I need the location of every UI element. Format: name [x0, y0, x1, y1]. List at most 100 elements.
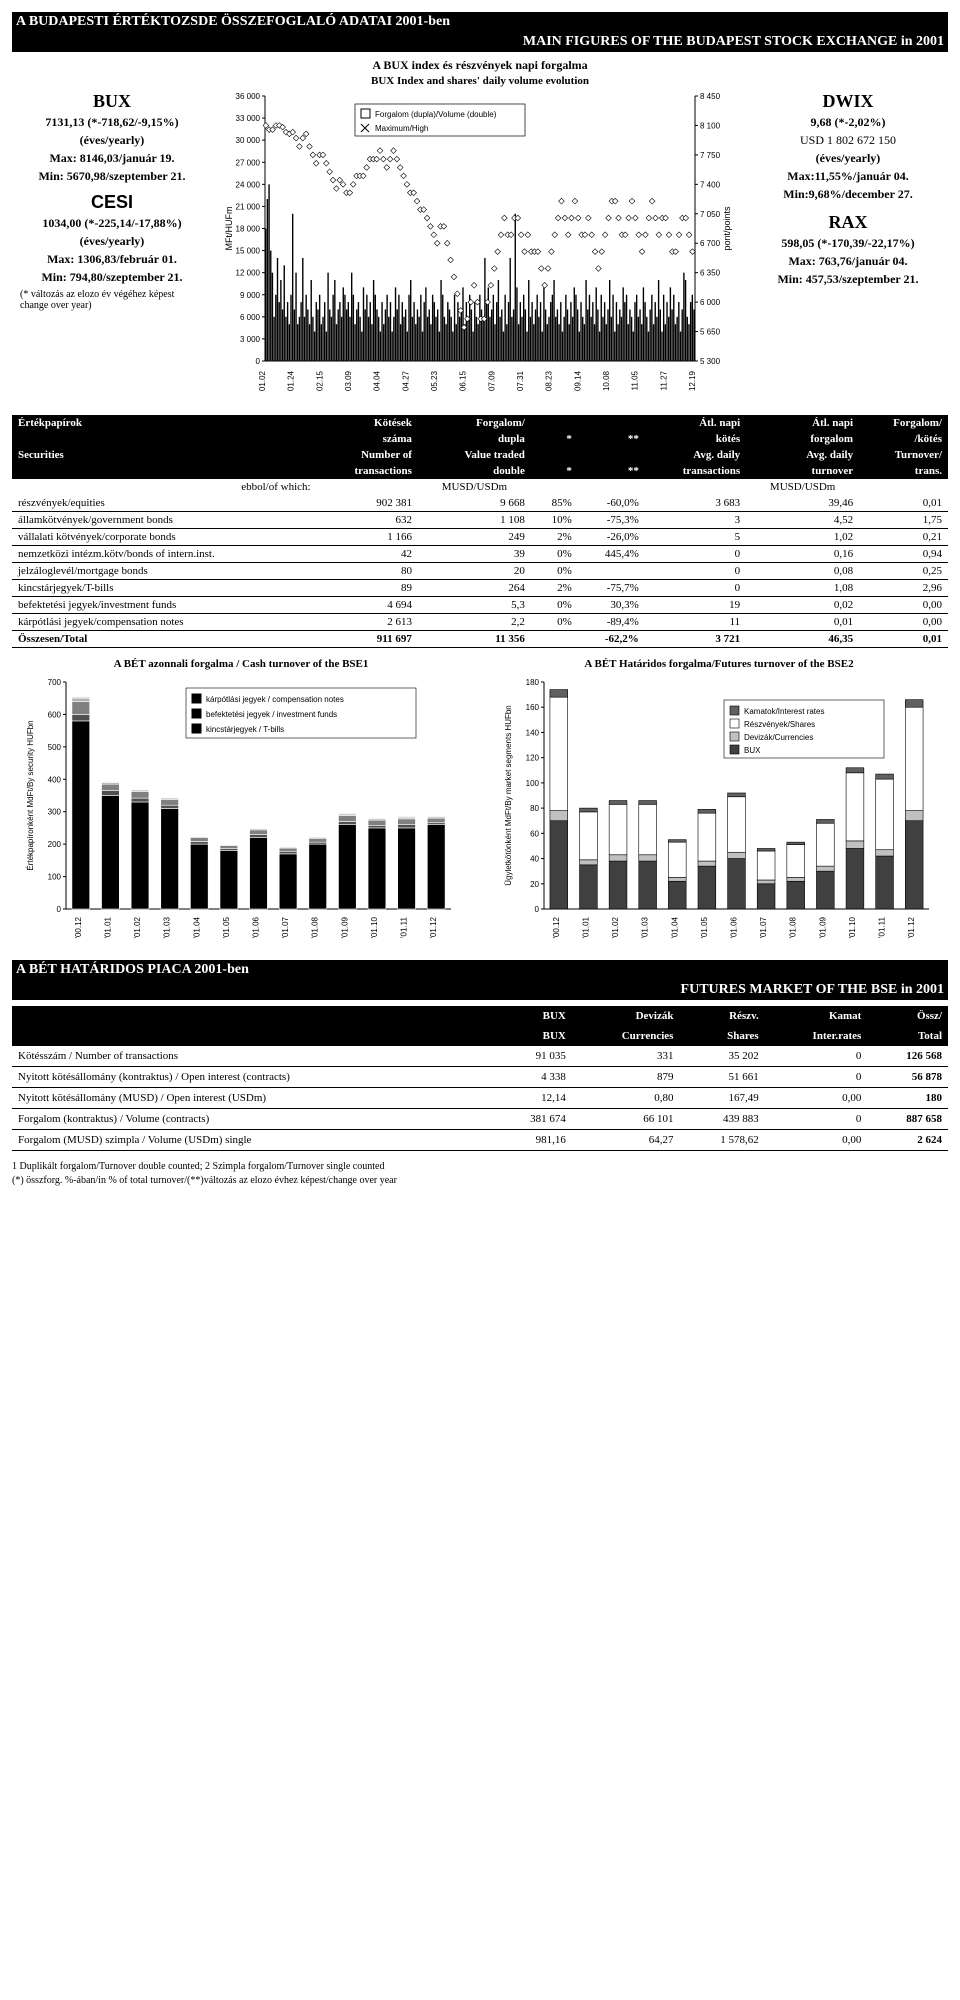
svg-text:6 000: 6 000 — [700, 298, 721, 307]
svg-text:pont/points: pont/points — [722, 206, 732, 251]
table-cell: -89,4% — [578, 614, 645, 631]
svg-text:BUX: BUX — [744, 746, 761, 755]
svg-text:'01.09: '01.09 — [340, 916, 349, 938]
svg-text:kárpótlási jegyek / compensati: kárpótlási jegyek / compensation notes — [206, 695, 344, 704]
table-cell: 126 568 — [867, 1046, 948, 1067]
svg-text:'01.08: '01.08 — [789, 916, 798, 938]
table-header-cell: Átl. napi — [746, 415, 859, 431]
table-header-cell: BUX — [491, 1026, 572, 1046]
bux-val: 7131,13 (*-718,62/-9,15%) — [12, 115, 212, 130]
svg-text:'01.10: '01.10 — [848, 916, 857, 938]
table-header-cell: ** — [578, 463, 645, 479]
svg-text:'01.08: '01.08 — [311, 916, 320, 938]
svg-text:befektetési jegyek / investmen: befektetési jegyek / investment funds — [206, 710, 337, 719]
dwix-name: DWIX — [748, 91, 948, 112]
table-header-cell: forgalom — [746, 431, 859, 447]
cesi-yearly: (éves/yearly) — [12, 234, 212, 249]
cesi-min: Min: 794,80/szeptember 21. — [12, 270, 212, 285]
svg-text:'01.02: '01.02 — [611, 916, 620, 938]
table-cell: 0% — [531, 563, 578, 580]
svg-text:36 000: 36 000 — [236, 92, 261, 101]
table-header-cell — [12, 1006, 491, 1026]
table-cell: -62,2% — [578, 631, 645, 648]
table-cell: 35 202 — [679, 1046, 764, 1067]
table-cell: MUSD/USDm — [418, 479, 531, 495]
table-cell: Nyitott kötésállomány (MUSD) / Open inte… — [12, 1088, 491, 1109]
table-row: vállalati kötvények/corporate bonds1 166… — [12, 529, 948, 546]
table-cell: 887 658 — [867, 1109, 948, 1130]
futures-chart: 020406080100120140160180Ügyletkötönként … — [490, 674, 948, 954]
dwix-val: 9,68 (*-2,02%) — [748, 115, 948, 130]
table-header-cell: dupla — [418, 431, 531, 447]
table-cell: 0% — [531, 546, 578, 563]
svg-text:'01.05: '01.05 — [700, 916, 709, 938]
table-header-cell — [578, 447, 645, 463]
footnotes: 1 Duplikált forgalom/Turnover double cou… — [12, 1161, 948, 1186]
bux-yearly: (éves/yearly) — [12, 133, 212, 148]
table-header-cell — [12, 463, 317, 479]
table-cell: 2 613 — [317, 614, 418, 631]
table-cell: államkötvények/government bonds — [12, 512, 317, 529]
table-cell: 439 883 — [679, 1109, 764, 1130]
svg-text:09.14: 09.14 — [573, 370, 582, 391]
rax-name: RAX — [748, 212, 948, 233]
table-cell: 0% — [531, 597, 578, 614]
cash-chart-title: A BÉT azonnali forgalma / Cash turnover … — [12, 658, 470, 670]
svg-text:MFt/HUFm: MFt/HUFm — [224, 207, 234, 251]
table-header-cell: Részv. — [679, 1006, 764, 1026]
table-cell: 0 — [645, 546, 746, 563]
svg-text:7 050: 7 050 — [700, 210, 721, 219]
table-cell: Kötésszám / Number of transactions — [12, 1046, 491, 1067]
table-cell: 11 356 — [418, 631, 531, 648]
table-cell: -60,0% — [578, 495, 645, 512]
svg-text:07.09: 07.09 — [487, 370, 496, 391]
table-cell: 19 — [645, 597, 746, 614]
table-header-cell: Total — [867, 1026, 948, 1046]
table-header-cell: Securities — [12, 447, 317, 463]
table-cell: 51 661 — [679, 1067, 764, 1088]
svg-text:700: 700 — [48, 678, 62, 687]
table-cell: 0,01 — [746, 614, 859, 631]
table-cell: 0,01 — [859, 631, 948, 648]
svg-text:'01.01: '01.01 — [103, 916, 112, 938]
svg-text:Ügyletkötönként MdFt/By market: Ügyletkötönként MdFt/By market segments … — [504, 705, 513, 886]
table-cell: 0,16 — [746, 546, 859, 563]
table-header-cell: double — [418, 463, 531, 479]
table-cell: Forgalom (kontraktus) / Volume (contract… — [12, 1109, 491, 1130]
svg-text:300: 300 — [48, 808, 62, 817]
table-cell — [859, 479, 948, 495]
svg-text:Kamatok/Interest rates: Kamatok/Interest rates — [744, 707, 824, 716]
bux-max: Max: 8146,03/január 19. — [12, 151, 212, 166]
table-header-cell: Turnover/ — [859, 447, 948, 463]
table-row: nemzetközi intézm.kötv/bonds of intern.i… — [12, 546, 948, 563]
table-header-cell — [531, 447, 578, 463]
table-header-cell: Currencies — [572, 1026, 680, 1046]
main-chart-container: 03 0006 0009 00012 00015 00018 00021 000… — [218, 91, 742, 411]
small-charts-row: A BÉT azonnali forgalma / Cash turnover … — [12, 658, 948, 954]
index-col-right: DWIX 9,68 (*-2,02%) USD 1 802 672 150 (é… — [748, 91, 948, 290]
table-cell: 0 — [645, 563, 746, 580]
table-cell: 167,49 — [679, 1088, 764, 1109]
svg-text:01.02: 01.02 — [258, 370, 267, 391]
table-row: kincstárjegyek/T-bills892642%-75,7%01,08… — [12, 580, 948, 597]
svg-text:6 700: 6 700 — [700, 239, 721, 248]
table-cell: 2,2 — [418, 614, 531, 631]
cash-chart: 0100200300400500600700Értékpapíronként M… — [12, 674, 470, 954]
table-header-cell: transactions — [317, 463, 418, 479]
svg-text:120: 120 — [526, 754, 540, 763]
svg-text:'01.04: '01.04 — [192, 916, 201, 938]
table-header-cell: Kamat — [765, 1006, 868, 1026]
table-cell: 3 683 — [645, 495, 746, 512]
svg-text:12 000: 12 000 — [236, 269, 261, 278]
svg-text:kincstárjegyek / T-bills: kincstárjegyek / T-bills — [206, 725, 284, 734]
table-cell — [578, 479, 645, 495]
rax-max: Max: 763,76/január 04. — [748, 254, 948, 269]
table-row: befektetési jegyek/investment funds4 694… — [12, 597, 948, 614]
table-cell — [531, 479, 578, 495]
table-cell: 0 — [765, 1046, 868, 1067]
table-cell: 3 — [645, 512, 746, 529]
table-row: Forgalom (MUSD) szimpla / Volume (USDm) … — [12, 1130, 948, 1151]
table-header-cell — [12, 1026, 491, 1046]
table-cell — [531, 631, 578, 648]
rax-min: Min: 457,53/szeptember 21. — [748, 272, 948, 287]
